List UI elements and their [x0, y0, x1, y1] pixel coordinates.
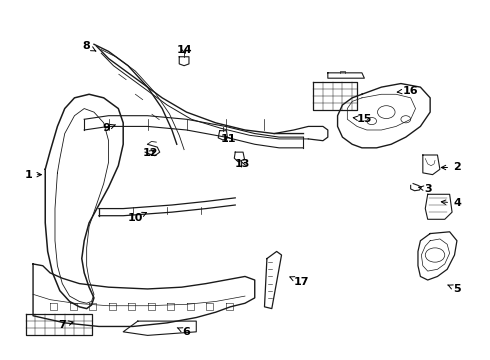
Text: 17: 17: [290, 276, 309, 287]
Text: 7: 7: [58, 320, 73, 330]
Text: 4: 4: [441, 198, 461, 208]
Text: 15: 15: [353, 114, 372, 124]
Text: 14: 14: [176, 45, 192, 55]
Text: 11: 11: [220, 134, 236, 144]
Text: 2: 2: [441, 162, 461, 172]
Text: 5: 5: [448, 284, 461, 294]
Text: 12: 12: [142, 148, 158, 158]
Text: 13: 13: [235, 159, 250, 169]
Text: 9: 9: [102, 123, 116, 133]
Text: 1: 1: [24, 170, 41, 180]
Text: 10: 10: [128, 212, 147, 222]
Text: 8: 8: [83, 41, 96, 51]
Text: 6: 6: [177, 327, 191, 337]
Text: 3: 3: [418, 184, 432, 194]
Text: 16: 16: [397, 86, 418, 96]
